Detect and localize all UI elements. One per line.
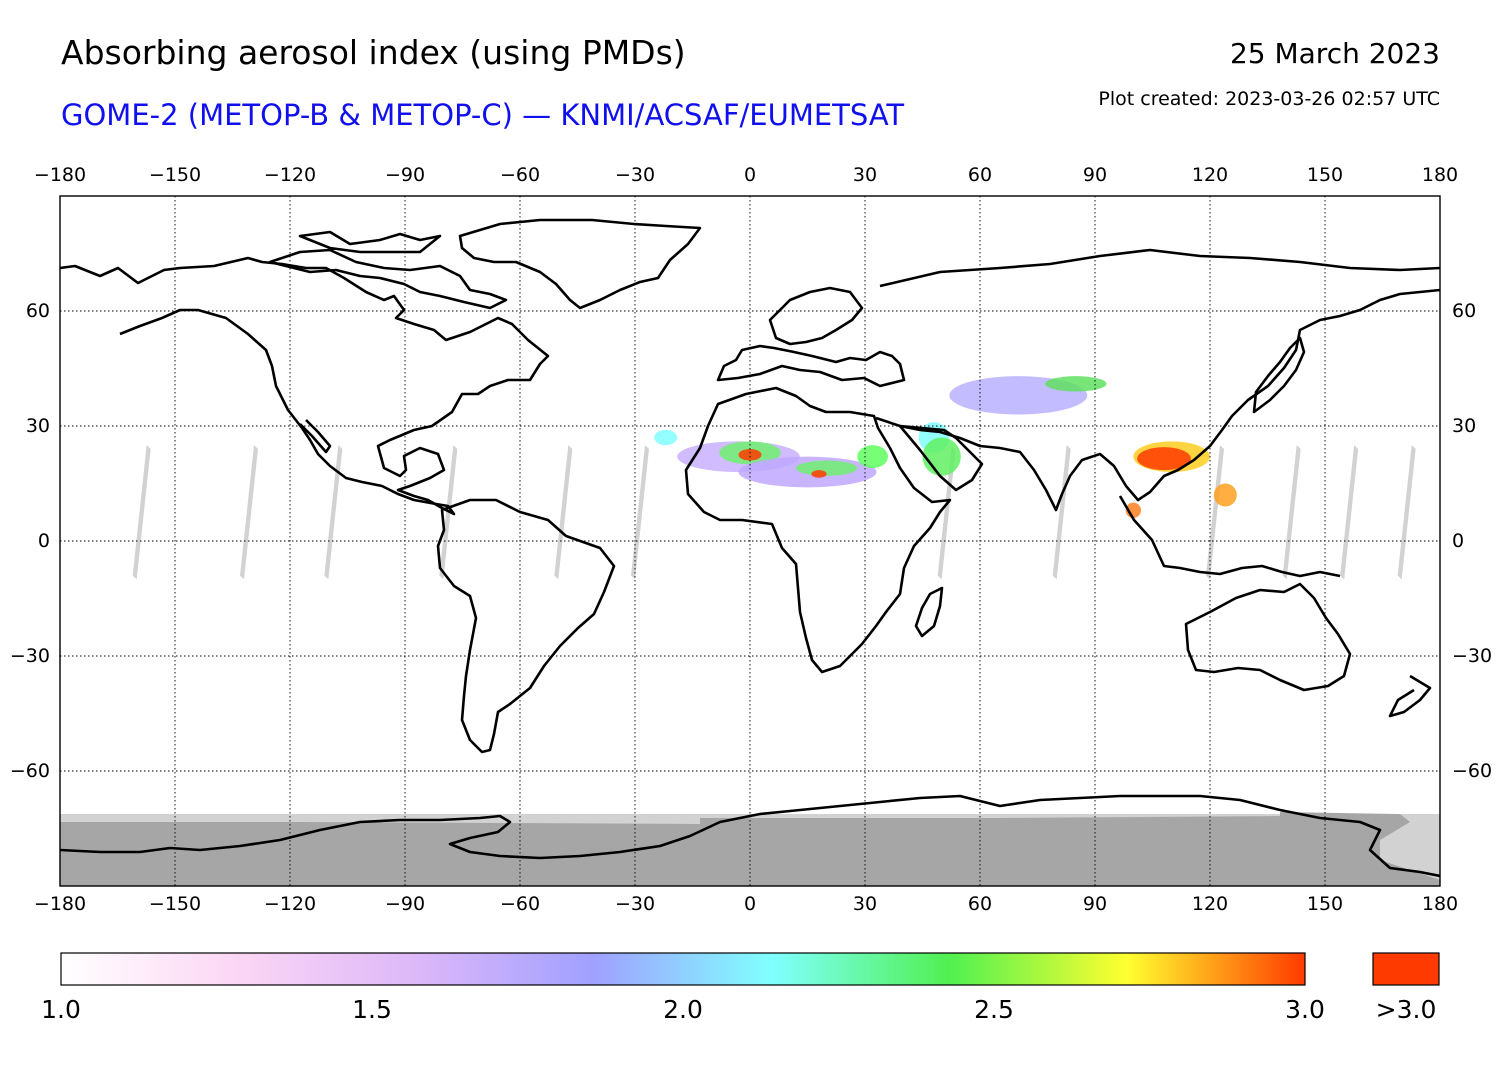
lon-tick-top: 120 (1191, 164, 1229, 186)
lon-tick-bottom: −60 (499, 893, 541, 915)
orbit-gap-streak (240, 445, 258, 580)
aerosol-plume (738, 449, 762, 461)
lat-tick-left: −60 (9, 760, 50, 782)
map-gridlines (60, 196, 1440, 886)
aerosol-plume (922, 437, 961, 476)
lat-tick-right: −30 (1452, 645, 1493, 667)
colorbar-label-4: 2.5 (974, 995, 1014, 1024)
aerosol-plume (654, 429, 678, 446)
aerosol-plume (1045, 376, 1107, 392)
map-frame (59, 195, 1441, 887)
lon-tick-bottom: −180 (33, 893, 87, 915)
coast-arabia (898, 424, 984, 492)
orbit-gap-streaks (132, 445, 1416, 580)
lon-tick-top: −180 (33, 164, 87, 186)
lon-tick-bottom: −90 (384, 893, 426, 915)
lon-tick-top: 180 (1421, 164, 1459, 186)
plot-created-timestamp: Plot created: 2023-03-26 02:57 UTC (1098, 88, 1440, 110)
lon-tick-top: 30 (852, 164, 878, 186)
lon-tick-bottom: 0 (743, 893, 757, 915)
colorbar-overflow-label: >3.0 (1375, 995, 1437, 1024)
coast-africa (684, 386, 952, 674)
orbit-gap-streak (1397, 445, 1416, 580)
orbit-gap-streak (554, 445, 573, 580)
aerosol-plume (857, 445, 889, 469)
lon-tick-bottom: 60 (967, 893, 993, 915)
coast-madagascar (914, 586, 944, 638)
colorbar-label-1: 1.0 (41, 995, 81, 1024)
orbit-gap-streak (1340, 445, 1359, 580)
lon-tick-top: −120 (263, 164, 317, 186)
lon-tick-top: −150 (148, 164, 202, 186)
lon-tick-top: 0 (743, 164, 757, 186)
coast-baja (299, 419, 332, 454)
orbit-gap-streak (1052, 445, 1071, 580)
lon-tick-top: −90 (384, 164, 426, 186)
orbit-gap-streak (132, 445, 151, 580)
orbit-gap-streak (937, 445, 956, 580)
lon-tick-bottom: 150 (1306, 893, 1344, 915)
aerosol-plumes (654, 376, 1237, 518)
orbit-gap-streak (1206, 445, 1224, 580)
orbit-gap-streak (324, 445, 343, 580)
lat-tick-right: 60 (1452, 300, 1477, 322)
coast-malay (1118, 495, 1341, 578)
lon-tick-bottom: 30 (852, 893, 878, 915)
lon-tick-top: 60 (967, 164, 993, 186)
coastlines (60, 218, 1440, 878)
colorbar-gradient (60, 952, 1306, 986)
colorbar-label-2: 1.5 (352, 995, 392, 1024)
lat-tick-left: −30 (9, 645, 50, 667)
orbit-gap-streak (1282, 445, 1301, 580)
aerosol-plume (1213, 483, 1237, 507)
aerosol-plume (1137, 447, 1191, 471)
lon-tick-top: −30 (614, 164, 656, 186)
lon-tick-bottom: −120 (263, 893, 317, 915)
lon-tick-bottom: −150 (148, 893, 202, 915)
coast-greenland (458, 218, 702, 310)
lon-tick-top: −60 (499, 164, 541, 186)
aerosol-plume (796, 460, 858, 476)
lat-tick-right: 0 (1452, 530, 1465, 552)
plot-subtitle: GOME-2 (METOP-B & METOP-C) — KNMI/ACSAF/… (61, 98, 905, 132)
plot-date: 25 March 2023 (1229, 37, 1440, 70)
lat-tick-left: 0 (37, 530, 50, 552)
orbit-gap-streak (631, 445, 649, 580)
lon-tick-bottom: 120 (1191, 893, 1229, 915)
colorbar-overflow-swatch (1372, 952, 1440, 986)
lon-tick-bottom: 180 (1421, 893, 1459, 915)
plot-title: Absorbing aerosol index (using PMDs) (61, 33, 686, 72)
coast-asia-south (875, 288, 1440, 512)
lat-tick-left: 60 (25, 300, 50, 322)
lon-tick-bottom: −30 (614, 893, 656, 915)
lat-tick-right: 30 (1452, 415, 1477, 437)
lon-tick-bottom: 90 (1082, 893, 1108, 915)
aerosol-plume (811, 470, 827, 478)
colorbar-label-3: 2.0 (663, 995, 703, 1024)
coast-new-zealand (1388, 674, 1432, 718)
coast-japan (1252, 336, 1306, 414)
coast-south-america (436, 498, 616, 754)
lat-tick-right: −60 (1452, 760, 1493, 782)
colorbar-label-5: 3.0 (1285, 995, 1325, 1024)
coast-arctic-islands (268, 230, 508, 310)
coast-europe-asia (716, 248, 1440, 388)
coast-antarctica (60, 794, 1440, 878)
coast-australia (1184, 582, 1352, 692)
lat-tick-left: 30 (25, 415, 50, 437)
lon-tick-top: 90 (1082, 164, 1108, 186)
lon-tick-top: 150 (1306, 164, 1344, 186)
